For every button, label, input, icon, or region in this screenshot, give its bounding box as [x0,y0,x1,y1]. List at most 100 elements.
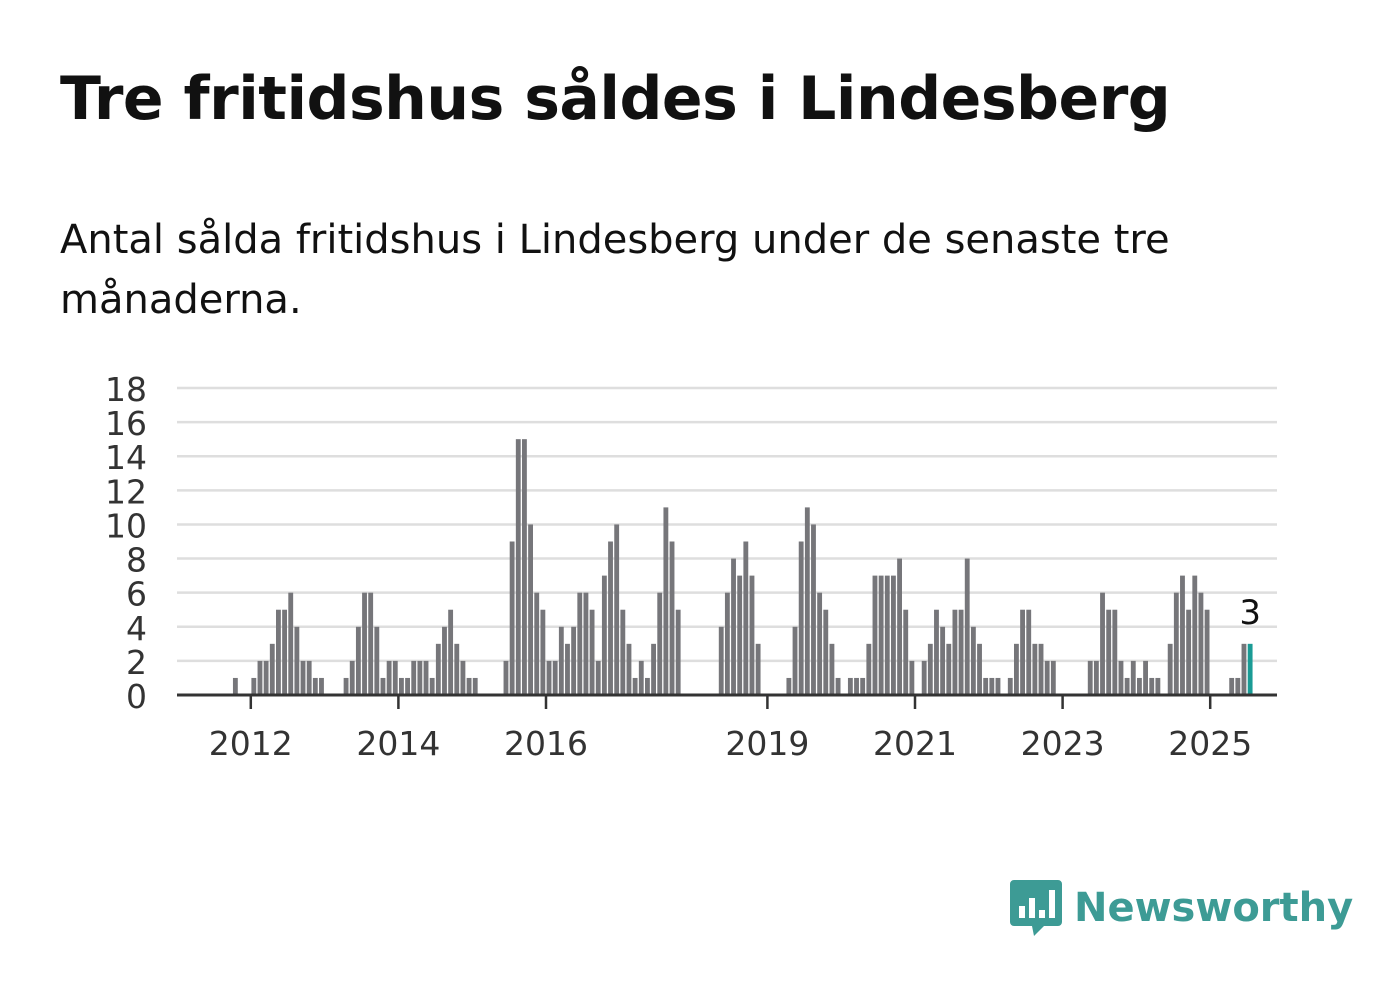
bar [392,660,398,695]
bar [718,626,724,695]
bar [952,609,958,695]
bar [829,643,835,695]
bar [1149,677,1155,695]
bar [792,626,798,695]
bar [263,660,269,695]
bar [1124,677,1130,695]
bar [1180,575,1185,695]
bar [645,677,650,695]
bar [442,626,447,695]
bar [417,660,423,695]
y-tick-label: 10 [105,506,147,545]
bar [300,660,306,695]
chart-subtitle: Antal sålda fritidshus i Lindesberg unde… [60,217,1170,323]
bar [374,626,380,695]
bar [294,626,300,695]
bar [1130,660,1136,695]
bar [1020,609,1025,695]
bar [276,609,281,695]
x-tick-label: 2021 [873,724,957,763]
bar [349,660,355,695]
bar [380,677,386,695]
bar [312,677,318,695]
bar [1198,592,1204,695]
bar [737,575,743,695]
y-tick-label: 6 [126,575,147,614]
bar [983,677,989,695]
bar [1204,609,1210,695]
bar [405,677,410,695]
bar [269,643,275,695]
bar [411,660,417,695]
y-tick-label: 18 [105,370,147,409]
bar [509,541,515,695]
bar [1155,677,1161,695]
bar [515,439,521,695]
bar [423,660,429,695]
bar [1167,643,1173,695]
bar [571,626,577,695]
bar [386,660,392,695]
bar [970,626,976,695]
x-tick-label: 2014 [356,724,440,763]
bar [355,626,361,695]
bar [1235,677,1241,695]
bar [878,575,884,695]
y-tick-label: 14 [105,438,147,477]
bar [663,507,669,695]
bar [989,677,995,695]
chart-title: Tre fritidshus såldes i Lindesberg [60,64,1171,134]
bar [835,677,841,695]
bar [977,643,982,695]
bar [583,592,589,695]
bar [1106,609,1112,695]
bar [466,677,472,695]
highlight-value-label: 3 [1239,593,1261,633]
bar [368,592,374,695]
newsworthy-logo: Newsworthy [1010,878,1353,938]
bar [964,558,970,695]
bar [860,677,866,695]
bar [891,575,896,695]
bar [626,643,632,695]
bar [731,558,736,695]
bar [872,575,878,695]
x-tick-label: 2016 [504,724,588,763]
bar [429,677,435,695]
bar [995,677,1001,695]
bar [319,677,324,695]
bar [946,643,952,695]
y-tick-label: 8 [126,541,147,580]
bar [638,660,644,695]
bar [589,609,595,695]
bar [1112,609,1118,695]
bar [257,660,263,695]
x-tick-label: 2023 [1021,724,1105,763]
bar [1137,677,1142,695]
bar [847,677,853,695]
bar [454,643,460,695]
bar [282,609,287,695]
bar [897,558,902,695]
bar [595,660,601,695]
bar [934,609,939,695]
bar [620,609,626,695]
bar [1032,643,1038,695]
bar [546,660,552,695]
x-tick-label: 2012 [209,724,293,763]
newsworthy-logo-icon [1010,880,1062,936]
bar [522,439,527,695]
bar [1026,609,1032,695]
bar [608,541,613,695]
bar [651,643,656,695]
bar [577,592,583,695]
bar [866,643,872,695]
bar [854,677,859,695]
bar [601,575,607,695]
brand-name: Newsworthy [1074,885,1354,931]
bar [909,660,915,695]
bar [552,660,558,695]
bar [1044,660,1050,695]
bar [251,677,257,695]
